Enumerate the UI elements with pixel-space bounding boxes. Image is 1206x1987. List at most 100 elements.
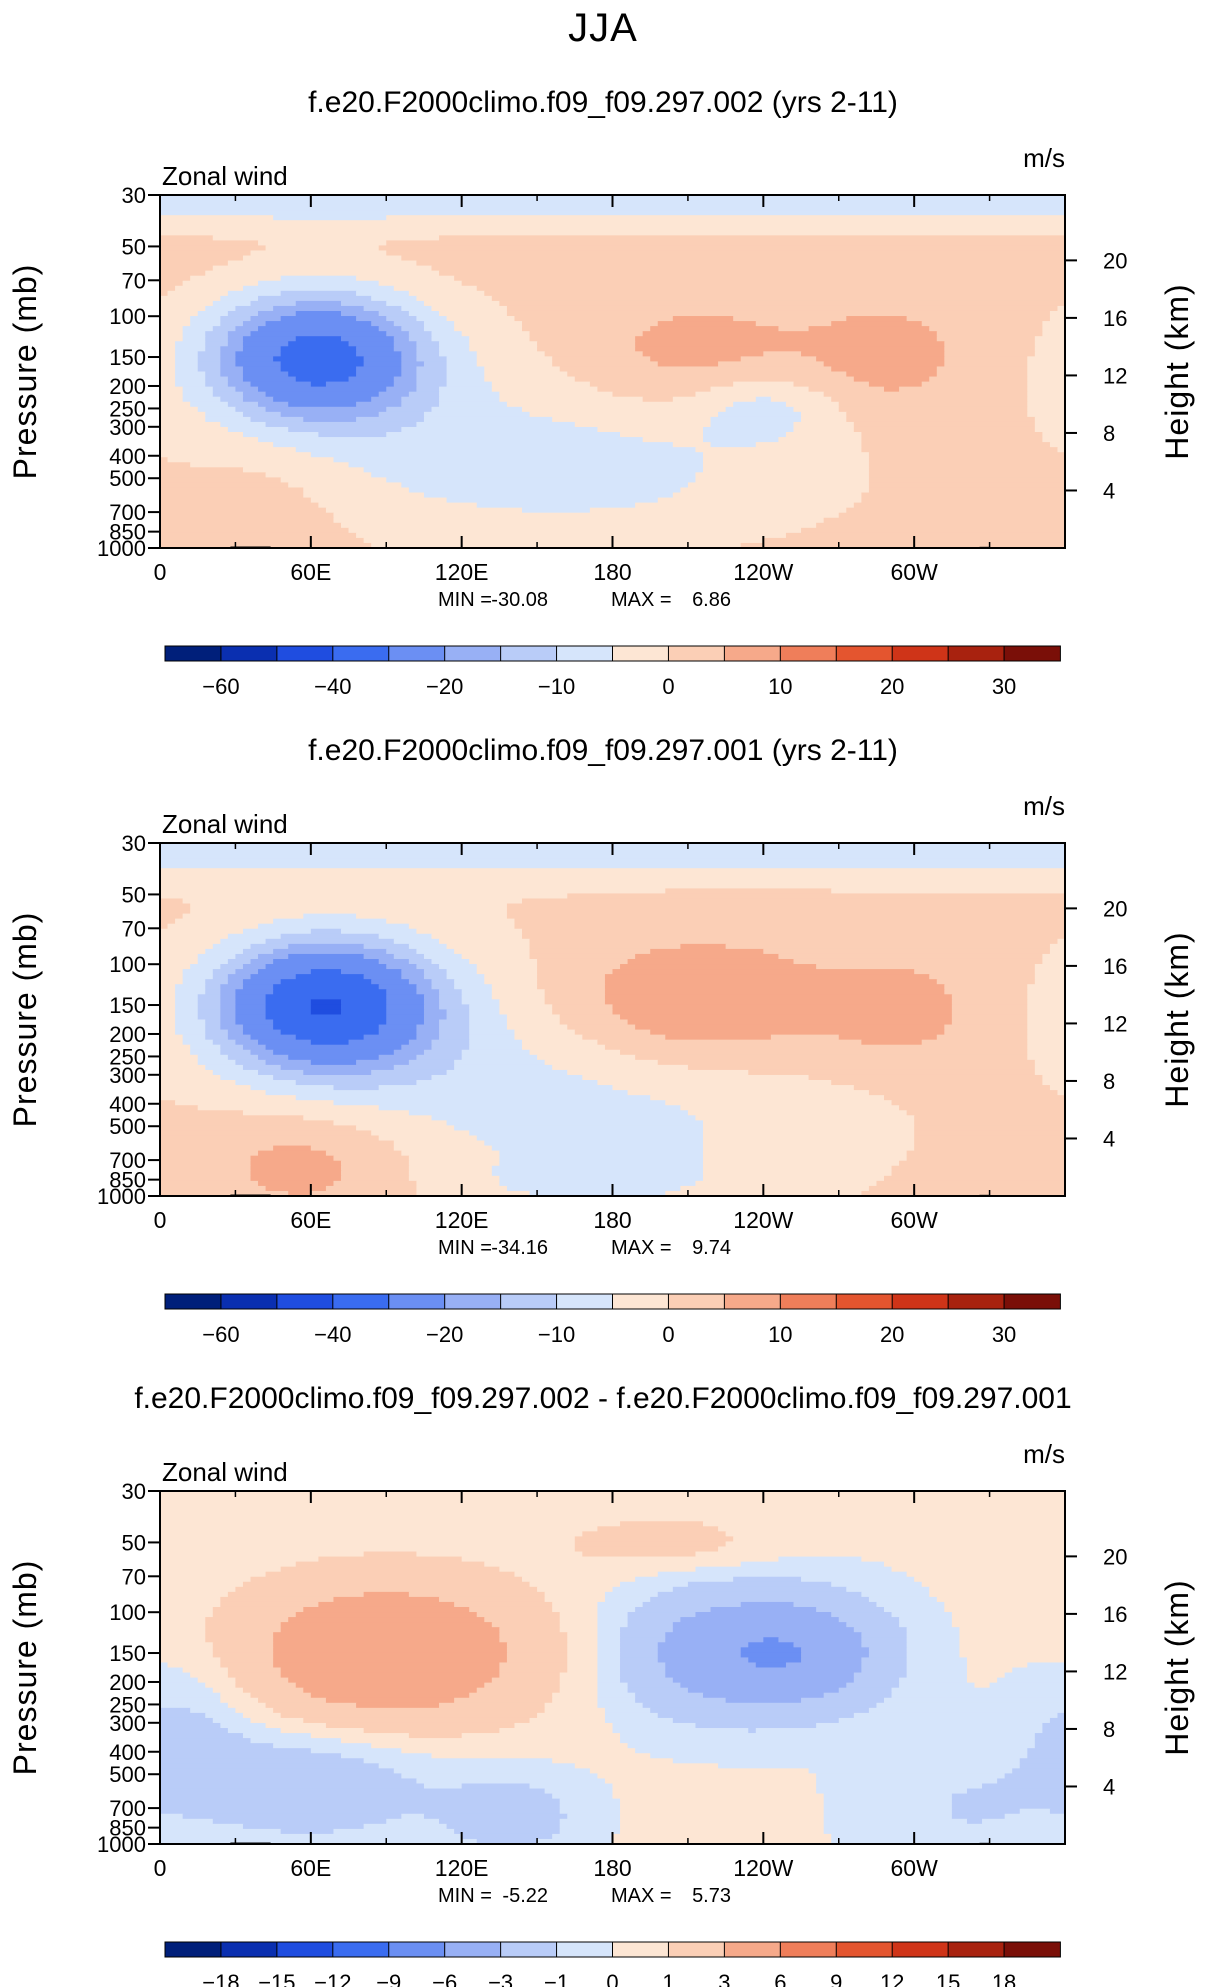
colorbar-swatch — [835, 1941, 894, 1958]
field-cell — [446, 1823, 561, 1830]
field-cell — [325, 1722, 516, 1729]
field-cell — [469, 1044, 523, 1051]
height-tick-label: 12 — [1103, 363, 1127, 388]
field-cell — [469, 1004, 500, 1011]
field-cell — [944, 984, 1028, 990]
field-cell — [356, 290, 410, 297]
field-cell — [333, 1828, 455, 1835]
field-cell — [657, 497, 862, 504]
field-cell — [612, 969, 915, 975]
field-cell — [378, 1105, 681, 1111]
field-cell — [680, 487, 870, 494]
field-cell — [160, 1160, 252, 1167]
field-cell — [160, 1165, 252, 1172]
field-cell — [559, 1622, 599, 1628]
y-tick-label: 1000 — [97, 1184, 146, 1209]
field-cell — [258, 386, 387, 393]
field-cell — [378, 280, 463, 287]
field-cell — [703, 1165, 893, 1172]
field-cell — [212, 386, 237, 393]
field-cell — [227, 979, 244, 985]
field-cell — [846, 507, 1066, 514]
field-cell — [205, 1682, 237, 1689]
field-cell — [635, 1692, 704, 1699]
field-cell — [703, 437, 780, 443]
field-cell — [936, 336, 1036, 342]
field-cell — [884, 1606, 945, 1613]
field-cell — [190, 462, 350, 468]
field-cell — [160, 381, 176, 388]
field-cell — [491, 386, 599, 393]
field-cell — [1034, 969, 1066, 975]
colorbar-swatch — [220, 1941, 278, 1958]
field-cell — [235, 406, 267, 413]
y-tick-label: 150 — [109, 993, 146, 1018]
field-cell — [242, 1712, 282, 1719]
field-cell — [356, 1059, 410, 1066]
field-cell — [672, 442, 712, 448]
field-cell — [439, 1019, 470, 1026]
field-cell — [280, 361, 365, 368]
field-cell — [423, 969, 448, 975]
field-cell — [522, 1044, 606, 1051]
y-tick-label: 100 — [109, 952, 146, 977]
field-cell — [416, 295, 493, 302]
field-cell — [227, 1667, 282, 1674]
field-cell — [160, 999, 176, 1005]
field-cell — [250, 331, 387, 337]
field-cell — [899, 1617, 953, 1623]
field-cell — [491, 1170, 704, 1177]
field-cell — [341, 300, 387, 307]
colorbar-swatch — [332, 645, 390, 662]
field-cell — [514, 1571, 659, 1578]
field-cell — [160, 1120, 335, 1126]
field-cell — [1042, 1728, 1066, 1734]
field-cell — [499, 391, 614, 398]
field-cell — [793, 1642, 862, 1648]
colorbar-swatch — [667, 645, 726, 662]
field-cell — [205, 376, 229, 383]
field-cell — [341, 522, 817, 529]
field-cell — [1027, 1009, 1066, 1016]
field-cell — [597, 1080, 832, 1086]
field-cell — [227, 331, 252, 337]
field-cell — [341, 1009, 387, 1016]
y-tick-label: 70 — [122, 1564, 146, 1589]
field-cell — [612, 1009, 953, 1016]
field-cell — [160, 250, 252, 257]
field-cell — [220, 1662, 274, 1669]
field-cell — [604, 974, 930, 980]
field-cell — [861, 1657, 908, 1664]
field-cell — [175, 999, 199, 1005]
field-cell — [160, 275, 191, 282]
colorbar-label: 0 — [662, 674, 674, 699]
colorbar-swatch — [891, 1293, 950, 1310]
field-cell — [423, 361, 448, 368]
field-cell — [423, 974, 448, 980]
field-cell — [341, 1753, 433, 1759]
field-cell — [310, 999, 342, 1005]
field-cell — [793, 1601, 878, 1608]
height-tick-label: 20 — [1103, 248, 1127, 273]
field-cell — [258, 326, 380, 332]
field-cell — [620, 1662, 666, 1669]
field-cell — [461, 989, 493, 995]
field-cell — [891, 1566, 1066, 1573]
field-cell — [537, 1712, 606, 1719]
field-cell — [929, 1591, 1066, 1598]
field-cell — [929, 326, 1043, 332]
field-cell — [499, 1004, 553, 1011]
field-cell — [951, 1019, 1028, 1026]
field-cell — [160, 1125, 357, 1132]
field-cell — [160, 356, 176, 363]
field-cell — [265, 938, 395, 945]
field-cell — [386, 999, 425, 1005]
field-cell — [951, 1813, 1006, 1820]
field-cell — [160, 928, 244, 935]
field-cell — [921, 1581, 1066, 1588]
field-cell — [371, 1069, 448, 1076]
y-tick-label: 700 — [109, 1148, 146, 1173]
field-cell — [620, 1828, 825, 1835]
field-cell — [574, 1541, 727, 1548]
field-cell — [914, 1140, 1066, 1147]
